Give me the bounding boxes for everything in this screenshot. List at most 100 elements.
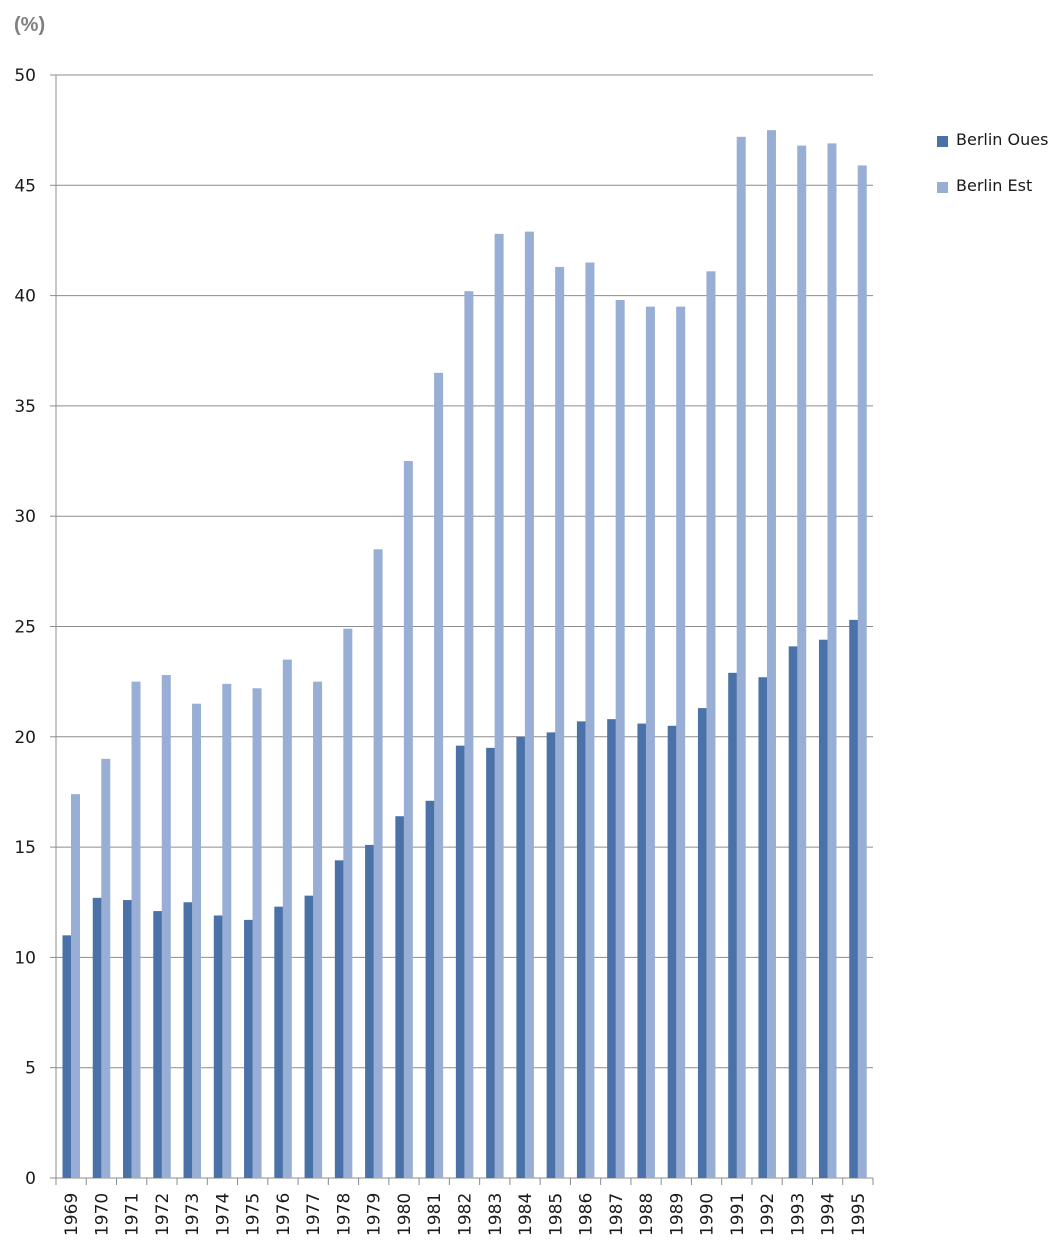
y-tick-label: 20 — [14, 728, 36, 748]
bar-berlin-ouest — [123, 900, 133, 1178]
x-tick-label: 1982 — [456, 1193, 476, 1236]
x-tick-label: 1978 — [334, 1193, 354, 1236]
x-tick-label: 1992 — [758, 1193, 778, 1236]
x-tick-label: 1980 — [395, 1193, 415, 1236]
bar-berlin-est — [434, 372, 444, 1178]
bar-berlin-ouest — [455, 745, 465, 1178]
bar-berlin-ouest — [667, 725, 677, 1178]
bar-berlin-ouest — [849, 619, 859, 1178]
bar-berlin-est — [585, 262, 595, 1178]
bar-berlin-est — [464, 291, 474, 1178]
y-tick-label: 25 — [14, 618, 36, 638]
bar-berlin-ouest — [183, 902, 193, 1178]
bar-berlin-est — [645, 306, 655, 1178]
bar-berlin-ouest — [788, 646, 798, 1178]
x-tick-label: 1991 — [728, 1193, 748, 1236]
legend-item-berlin-ouest: Berlin Ouest — [936, 128, 1048, 152]
bar-berlin-ouest — [92, 897, 102, 1178]
bar-berlin-est — [403, 461, 413, 1178]
x-tick-label: 1974 — [213, 1193, 233, 1236]
bar-berlin-est — [555, 266, 565, 1178]
bar-berlin-est — [131, 681, 141, 1178]
bar-berlin-est — [222, 683, 232, 1178]
bar-berlin-ouest — [365, 844, 375, 1178]
y-tick-label: 40 — [14, 287, 36, 307]
bar-berlin-ouest — [576, 721, 586, 1178]
x-tick-label: 1988 — [637, 1193, 657, 1236]
bar-berlin-ouest — [425, 800, 435, 1178]
bar-berlin-ouest — [546, 732, 556, 1178]
bar-berlin-est — [706, 271, 716, 1179]
bar-berlin-est — [313, 681, 323, 1178]
x-tick-label: 1981 — [425, 1193, 445, 1236]
bar-berlin-est — [373, 549, 383, 1178]
bar-berlin-est — [494, 233, 504, 1178]
x-tick-label: 1990 — [698, 1193, 718, 1236]
bar-berlin-ouest — [516, 736, 526, 1178]
bar-berlin-ouest — [486, 747, 496, 1178]
bar-berlin-ouest — [637, 723, 647, 1178]
x-tick-label: 1985 — [546, 1193, 566, 1236]
x-tick-label: 1972 — [153, 1193, 173, 1236]
x-tick-label: 1986 — [577, 1193, 597, 1236]
legend-swatch-berlin-ouest — [937, 136, 948, 147]
bar-berlin-est — [736, 136, 746, 1178]
x-tick-label: 1977 — [304, 1193, 324, 1236]
bar-berlin-ouest — [728, 672, 738, 1178]
bar-berlin-ouest — [304, 895, 314, 1178]
bar-berlin-est — [615, 300, 625, 1179]
bar-berlin-ouest — [818, 639, 828, 1178]
bar-berlin-est — [524, 231, 534, 1179]
y-tick-label: 10 — [14, 948, 36, 968]
bar-berlin-est — [343, 628, 353, 1178]
bar-berlin-ouest — [395, 816, 405, 1178]
bar-berlin-est — [192, 703, 202, 1178]
bar-berlin-est — [857, 165, 867, 1179]
bar-berlin-est — [252, 688, 262, 1178]
bar-berlin-ouest — [697, 708, 707, 1178]
bar-berlin-ouest — [274, 906, 284, 1178]
legend: Berlin Ouest Berlin Est — [936, 128, 1048, 198]
y-tick-label: 45 — [14, 176, 36, 196]
legend-label-berlin-est: Berlin Est — [956, 176, 1033, 195]
bar-berlin-ouest — [607, 719, 617, 1178]
bar-berlin-est — [797, 145, 807, 1178]
y-tick-label: 50 — [14, 66, 36, 86]
bar-berlin-ouest — [334, 860, 344, 1178]
x-tick-label: 1973 — [183, 1193, 203, 1236]
bar-berlin-ouest — [244, 919, 254, 1178]
legend-item-berlin-est: Berlin Est — [936, 174, 1048, 198]
x-tick-label: 1983 — [486, 1193, 506, 1236]
x-tick-label: 1995 — [849, 1193, 869, 1236]
bar-berlin-est — [827, 143, 837, 1179]
legend-label-berlin-ouest: Berlin Ouest — [956, 130, 1048, 149]
y-tick-label: 0 — [25, 1169, 36, 1189]
bar-berlin-ouest — [62, 935, 72, 1178]
x-tick-label: 1993 — [788, 1193, 808, 1236]
legend-swatch-berlin-est — [937, 182, 948, 193]
bar-berlin-est — [71, 794, 80, 1178]
bar-berlin-ouest — [758, 677, 768, 1178]
x-tick-label: 1987 — [607, 1193, 627, 1236]
y-tick-label: 5 — [25, 1059, 36, 1079]
x-tick-label: 1970 — [92, 1193, 112, 1236]
x-tick-label: 1969 — [62, 1193, 82, 1236]
x-tick-label: 1979 — [365, 1193, 385, 1236]
bar-berlin-ouest — [153, 911, 163, 1178]
x-tick-label: 1994 — [819, 1193, 839, 1236]
bar-berlin-est — [766, 130, 776, 1178]
x-tick-label: 1984 — [516, 1193, 536, 1236]
x-tick-label: 1975 — [244, 1193, 264, 1236]
x-tick-label: 1971 — [123, 1193, 143, 1236]
y-tick-label: 15 — [14, 838, 36, 858]
y-tick-label: 30 — [14, 507, 36, 527]
bar-berlin-est — [161, 675, 171, 1178]
y-axis-unit-label: (%) — [14, 14, 46, 36]
bar-berlin-est — [676, 306, 686, 1178]
bar-berlin-est — [101, 758, 111, 1178]
bar-berlin-est — [282, 659, 292, 1178]
bar-berlin-ouest — [213, 915, 223, 1178]
y-tick-label: 35 — [14, 397, 36, 417]
